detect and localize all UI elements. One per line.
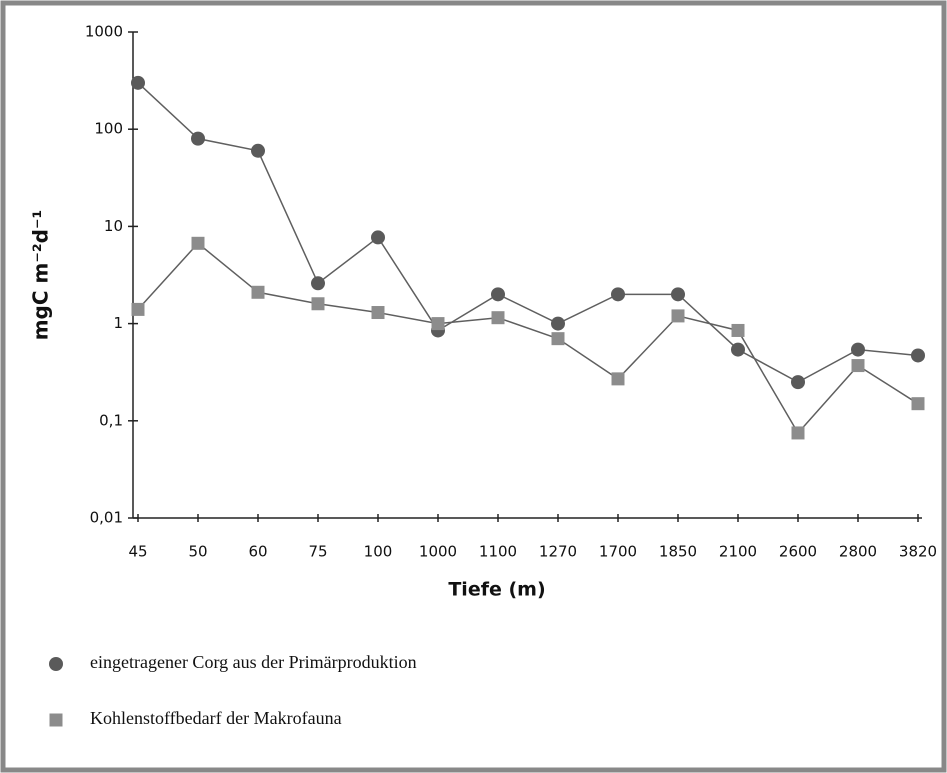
marker: [371, 230, 385, 245]
marker: [851, 359, 865, 373]
marker: [551, 332, 565, 346]
x-tick-label: 50: [188, 543, 207, 561]
x-tick-label: 45: [128, 543, 147, 561]
y-tick-label: 1000: [85, 23, 123, 41]
y-tick-label: 1: [113, 314, 123, 332]
marker: [49, 713, 63, 727]
marker: [131, 75, 145, 90]
series-line: [137, 242, 919, 435]
marker: [131, 302, 145, 316]
marker: [731, 323, 745, 337]
x-axis-label: Tiefe (m): [448, 579, 545, 601]
marker: [611, 372, 625, 386]
x-tick-label: 100: [364, 543, 393, 561]
marker: [49, 657, 63, 671]
y-tick-label: 100: [94, 120, 123, 138]
x-tick-label: 1850: [659, 543, 697, 561]
x-tick-label: 1000: [419, 543, 457, 561]
y-tick-label: 0,1: [99, 411, 123, 429]
x-tick-label: 75: [308, 543, 327, 561]
series-line: [137, 82, 919, 383]
marker: [311, 276, 325, 291]
marker: [191, 236, 205, 250]
x-tick-label: 2600: [779, 543, 817, 561]
marker: [491, 311, 505, 325]
x-tick-label: 3820: [899, 543, 937, 561]
marker: [731, 342, 745, 357]
marker: [491, 287, 505, 302]
legend: eingetragener Corg aus der Primärprodukt…: [49, 652, 417, 728]
marker: [791, 375, 805, 390]
x-tick-label: 1270: [539, 543, 577, 561]
legend-label: Kohlenstoffbedarf der Makrofauna: [90, 708, 342, 728]
marker: [671, 287, 685, 302]
x-tick-label: 2100: [719, 543, 757, 561]
marker: [911, 348, 925, 363]
marker: [851, 342, 865, 357]
x-tick-label: 1100: [479, 543, 517, 561]
x-tick-label: 60: [248, 543, 267, 561]
marker: [251, 285, 265, 299]
marker: [251, 143, 265, 158]
x-tick-label: 1700: [599, 543, 637, 561]
legend-label: eingetragener Corg aus der Primärprodukt…: [90, 652, 417, 672]
marker: [791, 426, 805, 440]
x-tick-label: 2800: [839, 543, 877, 561]
marker: [311, 297, 325, 311]
marker: [671, 309, 685, 323]
marker: [911, 397, 925, 411]
y-axis-label: mgC m⁻²d⁻¹: [29, 210, 53, 341]
y-tick-label: 0,01: [90, 509, 123, 527]
y-tick-label: 10: [104, 217, 123, 235]
marker: [191, 131, 205, 146]
marker: [551, 316, 565, 331]
marker: [371, 306, 385, 320]
marker: [611, 287, 625, 302]
marker: [431, 317, 445, 331]
